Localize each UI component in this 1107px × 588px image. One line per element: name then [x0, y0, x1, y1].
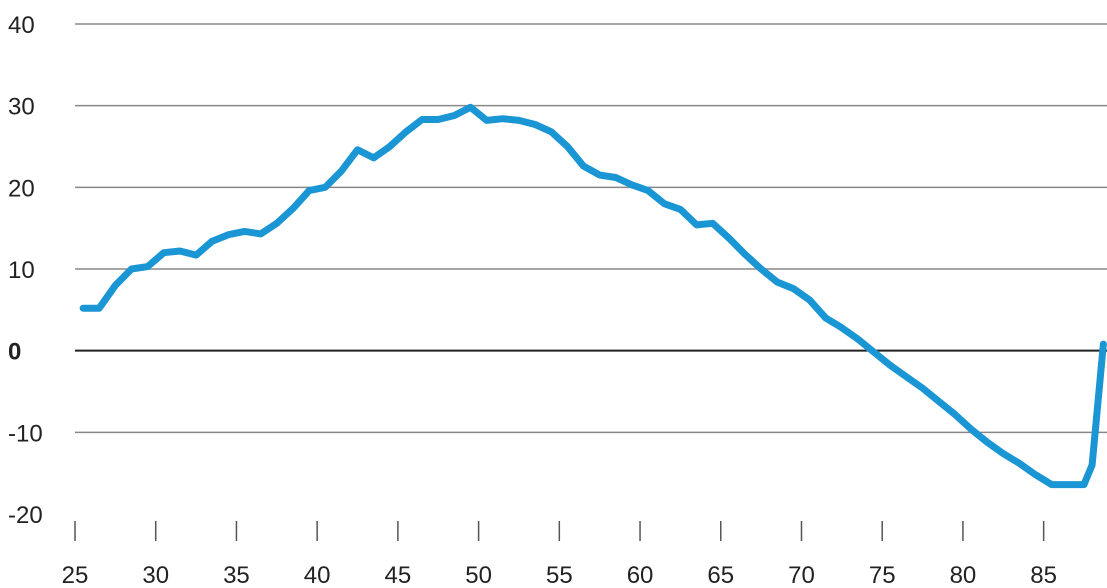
- x-ticks: [74, 521, 1045, 541]
- x-tick-label: 85: [1030, 562, 1057, 588]
- y-tick-labels: 40 30 20 10 0 -10 -20: [8, 12, 43, 529]
- gridlines: [75, 23, 1107, 434]
- x-tick-label: 40: [304, 562, 331, 588]
- x-tick-label: 55: [546, 562, 573, 588]
- y-tick-label: 0: [8, 339, 21, 366]
- y-tick-label: 20: [8, 175, 35, 202]
- y-tick-label: 10: [8, 257, 35, 284]
- series-layer: [79, 103, 1107, 489]
- y-tick-label: -10: [8, 420, 43, 447]
- x-tick-label: 50: [465, 562, 492, 588]
- x-tick-label: 35: [223, 562, 250, 588]
- x-tick-label: 75: [869, 562, 896, 588]
- x-tick-label: 30: [142, 562, 169, 588]
- x-tick-label: 25: [62, 562, 89, 588]
- x-tick-label: 60: [627, 562, 654, 588]
- series-line: [79, 103, 1107, 489]
- y-tick-label: -20: [8, 502, 43, 529]
- x-tick-label: 45: [385, 562, 412, 588]
- x-tick-labels: 25 30 35 40 45 50 55 60 65 70 75 80 85: [62, 562, 1057, 588]
- x-tick-label: 80: [950, 562, 977, 588]
- x-tick-label: 65: [707, 562, 734, 588]
- y-tick-label: 30: [8, 94, 35, 121]
- y-tick-label: 40: [8, 12, 35, 39]
- x-tick-label: 70: [788, 562, 815, 588]
